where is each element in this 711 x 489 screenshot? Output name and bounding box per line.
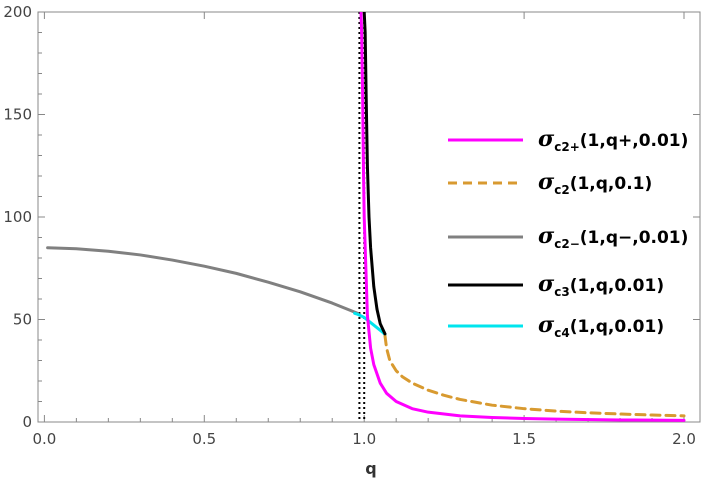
axis-ticks: 0.0 0.5 1.0 1.5 2.0 0 50 100 150 200 bbox=[3, 3, 700, 448]
series-lines bbox=[46, 12, 686, 422]
x-tick-label: 0.5 bbox=[192, 430, 216, 448]
y-tick-label: 0 bbox=[22, 413, 32, 431]
legend-subscript: c2+ bbox=[554, 140, 580, 154]
legend-subscript: c2 bbox=[554, 183, 569, 197]
series-line-0 bbox=[359, 12, 686, 422]
x-axis-label: q bbox=[365, 459, 376, 478]
legend-entry-4: σc4(1,q,0.01) bbox=[538, 312, 664, 340]
legend-symbol: σ bbox=[538, 126, 555, 152]
y-tick-label: 100 bbox=[3, 208, 32, 226]
legend-entry-1: σc2(1,q,0.1) bbox=[538, 169, 652, 197]
legend-symbol: σ bbox=[538, 271, 555, 297]
legend-symbol: σ bbox=[538, 223, 555, 249]
legend-subscript: c4 bbox=[554, 326, 569, 340]
y-tick-label: 50 bbox=[13, 311, 32, 329]
legend-args: (1,q,0.01) bbox=[570, 276, 664, 296]
x-tick-label: 0.0 bbox=[32, 430, 56, 448]
legend-subscript: c3 bbox=[554, 285, 569, 299]
legend: σc2+(1,q+,0.01)σc2(1,q,0.1)σc2−(1,q−,0.0… bbox=[448, 126, 688, 340]
legend-args: (1,q−,0.01) bbox=[580, 228, 689, 248]
legend-symbol: σ bbox=[538, 312, 555, 338]
series-line-2 bbox=[46, 246, 360, 315]
x-tick-label: 1.0 bbox=[352, 430, 376, 448]
series-line-1 bbox=[383, 334, 686, 418]
y-tick-label: 200 bbox=[3, 3, 32, 21]
legend-args: (1,q+,0.01) bbox=[580, 131, 689, 151]
legend-args: (1,q,0.1) bbox=[570, 174, 653, 194]
legend-subscript: c2− bbox=[554, 237, 580, 251]
x-tick-label: 2.0 bbox=[672, 430, 696, 448]
legend-args: (1,q,0.01) bbox=[570, 317, 664, 337]
legend-symbol: σ bbox=[538, 169, 555, 195]
legend-entry-0: σc2+(1,q+,0.01) bbox=[538, 126, 688, 154]
series-line-3 bbox=[362, 12, 387, 336]
legend-entry-3: σc3(1,q,0.01) bbox=[538, 271, 664, 299]
legend-entry-2: σc2−(1,q−,0.01) bbox=[538, 223, 688, 251]
x-tick-label: 1.5 bbox=[512, 430, 536, 448]
y-tick-label: 150 bbox=[3, 106, 32, 124]
